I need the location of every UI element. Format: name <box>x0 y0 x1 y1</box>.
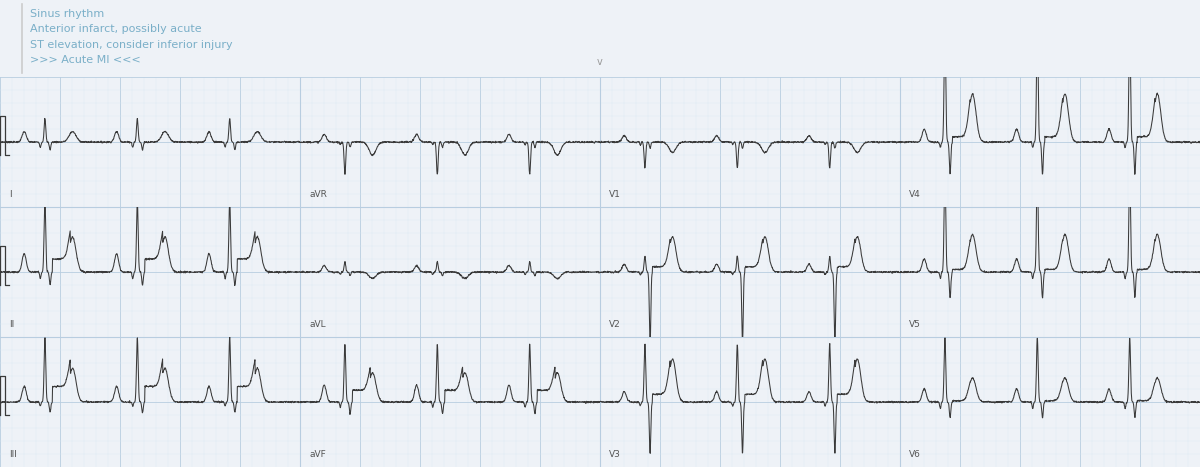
Text: V4: V4 <box>910 190 920 199</box>
Text: Anterior infarct, possibly acute: Anterior infarct, possibly acute <box>30 24 202 34</box>
Text: aVF: aVF <box>310 450 325 459</box>
Text: V1: V1 <box>610 190 620 199</box>
Text: >>> Acute MI <<<: >>> Acute MI <<< <box>30 55 140 65</box>
Text: V6: V6 <box>910 450 920 459</box>
Text: V3: V3 <box>610 450 620 459</box>
Text: aVL: aVL <box>310 320 325 329</box>
Text: v: v <box>598 57 602 67</box>
Text: aVR: aVR <box>310 190 326 199</box>
Text: ST elevation, consider inferior injury: ST elevation, consider inferior injury <box>30 40 233 50</box>
Text: III: III <box>8 450 17 459</box>
Text: I: I <box>8 190 12 199</box>
Text: V2: V2 <box>610 320 620 329</box>
Text: II: II <box>8 320 14 329</box>
Text: V5: V5 <box>910 320 920 329</box>
Text: Sinus rhythm: Sinus rhythm <box>30 9 104 19</box>
